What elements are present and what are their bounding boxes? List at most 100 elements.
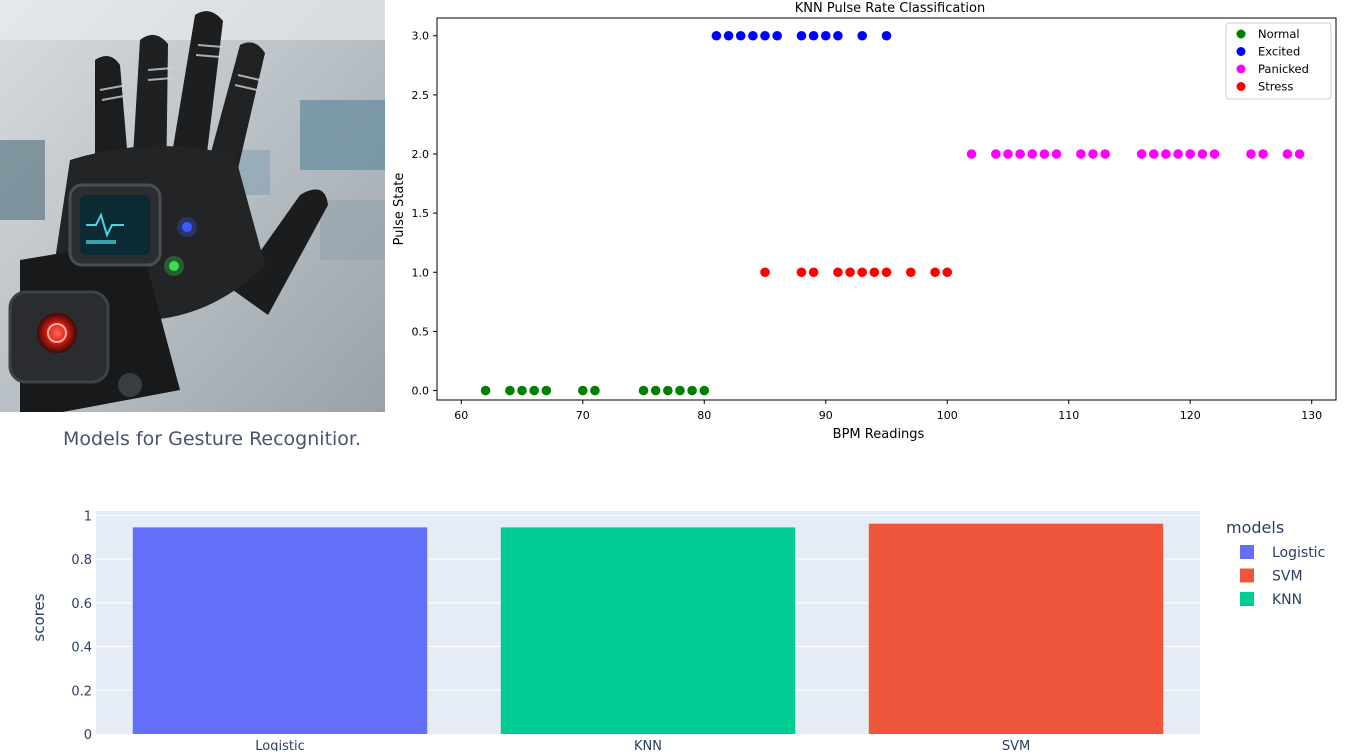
x-tick-label: 120 bbox=[1180, 409, 1201, 422]
bar-legend: models Logistic SVM KNN bbox=[1226, 518, 1325, 608]
y-tick-label: 0.5 bbox=[412, 325, 430, 338]
point-normal bbox=[650, 385, 661, 396]
point-stress bbox=[808, 267, 819, 278]
point-stress bbox=[857, 267, 868, 278]
scatter-points bbox=[480, 30, 1305, 396]
scatter-axes: 60 70 80 90 100 110 120 130 0.0 0.5 1.0 1.5 2.0 2.5 3.… bbox=[392, 17, 1337, 442]
point-normal bbox=[687, 385, 697, 396]
point-panicked bbox=[1294, 149, 1305, 159]
point-normal bbox=[529, 385, 539, 396]
point-normal bbox=[480, 385, 491, 396]
y-tick-label: 3.0 bbox=[412, 30, 430, 43]
legend-marker-normal bbox=[1236, 29, 1246, 39]
legend-label-excited: Excited bbox=[1258, 45, 1300, 59]
bar-logistic bbox=[132, 527, 428, 734]
point-normal bbox=[505, 385, 515, 396]
point-panicked bbox=[1088, 149, 1098, 159]
point-excited bbox=[881, 30, 892, 41]
legend-marker-excited bbox=[1236, 47, 1246, 56]
y-tick-label: 0 bbox=[84, 728, 92, 743]
point-panicked bbox=[1039, 149, 1050, 159]
y-tick-label: 0.4 bbox=[71, 641, 92, 656]
legend-marker-panicked bbox=[1236, 64, 1246, 74]
point-stress bbox=[833, 267, 843, 278]
legend-title: models bbox=[1226, 518, 1284, 537]
point-panicked bbox=[1051, 149, 1062, 159]
y-tick-label: 0.2 bbox=[71, 684, 92, 699]
legend-label-knn: KNN bbox=[1272, 592, 1302, 608]
x-tick-label: 100 bbox=[937, 409, 958, 422]
bar-bars bbox=[132, 523, 1164, 734]
point-panicked bbox=[1015, 149, 1025, 159]
point-normal bbox=[590, 385, 600, 396]
legend-label-normal: Normal bbox=[1258, 27, 1300, 41]
point-panicked bbox=[1282, 149, 1293, 159]
y-tick-label: 1 bbox=[84, 509, 92, 524]
x-tick-label: 70 bbox=[576, 409, 590, 422]
point-panicked bbox=[1185, 149, 1196, 159]
point-excited bbox=[735, 30, 746, 41]
bar-axes: 0 0.2 0.4 0.6 0.8 1 Logistic KNN SVM scores bbox=[30, 509, 1030, 754]
x-tick-label: 80 bbox=[697, 409, 711, 422]
x-tick-label: 60 bbox=[454, 409, 468, 422]
point-excited bbox=[796, 30, 807, 41]
point-stress bbox=[760, 267, 770, 278]
point-panicked bbox=[1173, 149, 1183, 159]
point-panicked bbox=[1003, 149, 1013, 159]
scatter-frame bbox=[436, 17, 1337, 401]
point-panicked bbox=[1161, 149, 1171, 159]
legend-label-stress: Stress bbox=[1258, 80, 1293, 94]
point-panicked bbox=[1197, 149, 1208, 159]
point-normal bbox=[638, 385, 649, 396]
point-stress bbox=[905, 267, 916, 278]
point-excited bbox=[833, 30, 843, 41]
legend-swatch-svm bbox=[1240, 568, 1254, 583]
legend-label-svm: SVM bbox=[1272, 569, 1303, 585]
y-tick-label: 0.8 bbox=[71, 553, 92, 568]
point-stress bbox=[796, 267, 807, 278]
x-tick-label: 130 bbox=[1301, 409, 1322, 422]
point-excited bbox=[772, 30, 782, 41]
point-excited bbox=[723, 30, 734, 41]
point-panicked bbox=[991, 149, 1001, 159]
knn-scatter-chart: KNN Pulse Rate Classification 60 70 80 90 10… bbox=[385, 0, 1352, 460]
point-stress bbox=[869, 267, 880, 278]
point-excited bbox=[748, 30, 758, 41]
legend-swatch-logistic bbox=[1240, 545, 1254, 559]
point-panicked bbox=[1246, 149, 1256, 159]
y-tick-label: 0.0 bbox=[412, 385, 430, 398]
x-tick-label: 90 bbox=[819, 409, 833, 422]
point-stress bbox=[881, 267, 892, 278]
y-tick-label: 1.5 bbox=[412, 207, 430, 220]
bar-chart-section-title: Models for Gesture Recognitior. bbox=[63, 428, 362, 450]
y-tick-label: 2.0 bbox=[412, 148, 430, 161]
point-normal bbox=[663, 385, 673, 396]
point-panicked bbox=[1076, 149, 1086, 159]
x-tick-label: 110 bbox=[1058, 409, 1079, 422]
legend-label-panicked: Panicked bbox=[1258, 62, 1309, 76]
point-panicked bbox=[1136, 149, 1147, 159]
point-stress bbox=[845, 267, 855, 278]
legend-marker-stress bbox=[1236, 82, 1246, 91]
point-excited bbox=[857, 30, 868, 41]
point-panicked bbox=[1027, 149, 1038, 159]
model-scores-bar-chart: 0 0.2 0.4 0.6 0.8 1 Logistic KNN SVM scores model… bbox=[0, 495, 1352, 754]
legend-label-logistic: Logistic bbox=[1272, 545, 1325, 561]
glove-illustration bbox=[0, 0, 385, 412]
legend-swatch-knn bbox=[1240, 592, 1254, 606]
scatter-legend: Normal Excited Panicked Stress bbox=[1225, 22, 1332, 100]
point-normal bbox=[577, 385, 588, 396]
point-panicked bbox=[1258, 149, 1268, 159]
point-normal bbox=[675, 385, 685, 396]
point-panicked bbox=[1209, 149, 1220, 159]
y-tick-label: 2.5 bbox=[412, 89, 430, 102]
point-stress bbox=[930, 267, 940, 278]
point-stress bbox=[942, 267, 953, 278]
smart-glove-photo bbox=[0, 0, 385, 412]
point-panicked bbox=[966, 149, 977, 159]
scatter-title: KNN Pulse Rate Classification bbox=[795, 1, 985, 16]
point-excited bbox=[760, 30, 770, 41]
y-tick-label: 0.6 bbox=[71, 597, 92, 612]
bar-plot: 0 0.2 0.4 0.6 0.8 1 Logistic KNN SVM scores model… bbox=[30, 509, 1325, 754]
bar-knn bbox=[500, 527, 796, 734]
